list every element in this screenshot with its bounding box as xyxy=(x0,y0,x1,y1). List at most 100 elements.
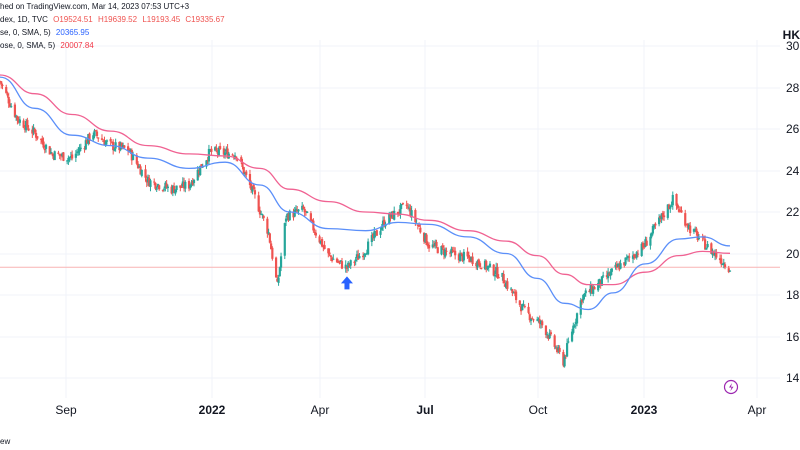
candle-body-94 xyxy=(163,188,166,190)
candle-39 xyxy=(67,155,70,165)
candle-body-311 xyxy=(539,320,543,325)
x-tick-label-0: Sep xyxy=(55,403,77,417)
candle-body-232 xyxy=(401,203,405,205)
candle-body-192 xyxy=(332,258,335,260)
candle-159 xyxy=(276,274,279,282)
candle-body-367 xyxy=(636,253,640,255)
candle-190 xyxy=(329,254,332,261)
candle-body-372 xyxy=(645,240,648,246)
lightning-icon[interactable] xyxy=(723,379,739,395)
candle-174 xyxy=(302,204,305,210)
candle-187 xyxy=(323,240,326,250)
candle-body-413 xyxy=(718,258,722,261)
candle-body-1 xyxy=(0,81,3,85)
candle-292 xyxy=(506,278,509,291)
candle-418 xyxy=(727,265,730,274)
candle-body-214 xyxy=(371,233,375,239)
candle-87 xyxy=(149,178,152,192)
candle-175 xyxy=(303,206,306,217)
candle-body-153 xyxy=(266,218,269,234)
candle-body-295 xyxy=(512,292,515,294)
candle-body-84 xyxy=(145,179,148,183)
candle-78 xyxy=(135,153,138,166)
candle-body-185 xyxy=(320,239,324,247)
candle-body-32 xyxy=(53,151,56,161)
candle-80 xyxy=(138,164,141,168)
candle-body-34 xyxy=(58,154,61,156)
candle-255 xyxy=(442,245,446,260)
candle-body-399 xyxy=(694,229,697,231)
candle-body-269 xyxy=(467,254,470,258)
candle-31 xyxy=(52,153,55,161)
candle-355 xyxy=(616,262,620,268)
candle-295 xyxy=(512,291,515,294)
candle-body-224 xyxy=(389,215,392,218)
candle-body-45 xyxy=(77,151,80,154)
candle-body-195 xyxy=(338,261,341,263)
candle-14 xyxy=(23,124,26,133)
candle-body-64 xyxy=(110,141,114,143)
candle-body-33 xyxy=(57,152,60,154)
candle-358 xyxy=(623,262,626,268)
candle-220 xyxy=(381,216,385,231)
candle-320 xyxy=(556,345,559,354)
candle-body-193 xyxy=(335,258,339,263)
candle-47 xyxy=(79,143,82,152)
candle-417 xyxy=(723,262,727,270)
candle-356 xyxy=(618,261,621,272)
candle-body-41 xyxy=(69,156,72,158)
candle-265 xyxy=(460,252,463,257)
candle-254 xyxy=(441,243,444,251)
candle-326 xyxy=(565,338,569,358)
candle-body-50 xyxy=(85,140,89,144)
candle-212 xyxy=(367,238,370,256)
candle-body-10 xyxy=(16,115,19,121)
candle-202 xyxy=(349,259,352,270)
candle-161 xyxy=(278,266,281,277)
candle-126 xyxy=(217,146,220,157)
candle-body-75 xyxy=(129,149,132,153)
candle-body-79 xyxy=(136,163,140,169)
ma-slow-label: ose, 0, SMA, 5) xyxy=(0,41,56,50)
candle-body-211 xyxy=(365,252,368,255)
candle-body-58 xyxy=(100,138,104,140)
candle-26 xyxy=(43,145,46,154)
candle-275 xyxy=(477,258,480,266)
candle-body-154 xyxy=(267,232,270,234)
candle-389 xyxy=(676,203,679,210)
candle-158 xyxy=(274,256,278,278)
candle-body-364 xyxy=(633,254,636,258)
candle-258 xyxy=(449,250,452,258)
candle-2 xyxy=(1,83,4,90)
candle-140 xyxy=(242,166,245,175)
candle-307 xyxy=(532,318,535,323)
candle-body-180 xyxy=(312,220,315,231)
candle-body-370 xyxy=(643,246,646,248)
candle-279 xyxy=(485,259,488,273)
candle-body-377 xyxy=(654,223,657,226)
candle-body-227 xyxy=(393,210,396,220)
candle-125 xyxy=(216,149,219,158)
candle-260 xyxy=(451,246,454,253)
candle-body-171 xyxy=(296,209,299,212)
candle-304 xyxy=(528,312,531,323)
candle-body-250 xyxy=(434,242,437,247)
candle-body-397 xyxy=(689,225,692,234)
candle-230 xyxy=(399,202,402,219)
candle-body-303 xyxy=(527,306,530,313)
candle-250 xyxy=(434,239,437,249)
candle-315 xyxy=(547,334,550,341)
candle-262 xyxy=(454,247,457,260)
candle-401 xyxy=(696,230,699,242)
candle-body-398 xyxy=(692,229,696,232)
candle-297 xyxy=(514,289,518,304)
candle-body-40 xyxy=(68,157,71,159)
candle-body-292 xyxy=(506,281,509,289)
candle-body-410 xyxy=(712,251,715,255)
candle-113 xyxy=(196,166,199,181)
candle-body-20 xyxy=(33,129,36,133)
candle-body-70 xyxy=(120,142,123,148)
candle-309 xyxy=(537,317,540,323)
